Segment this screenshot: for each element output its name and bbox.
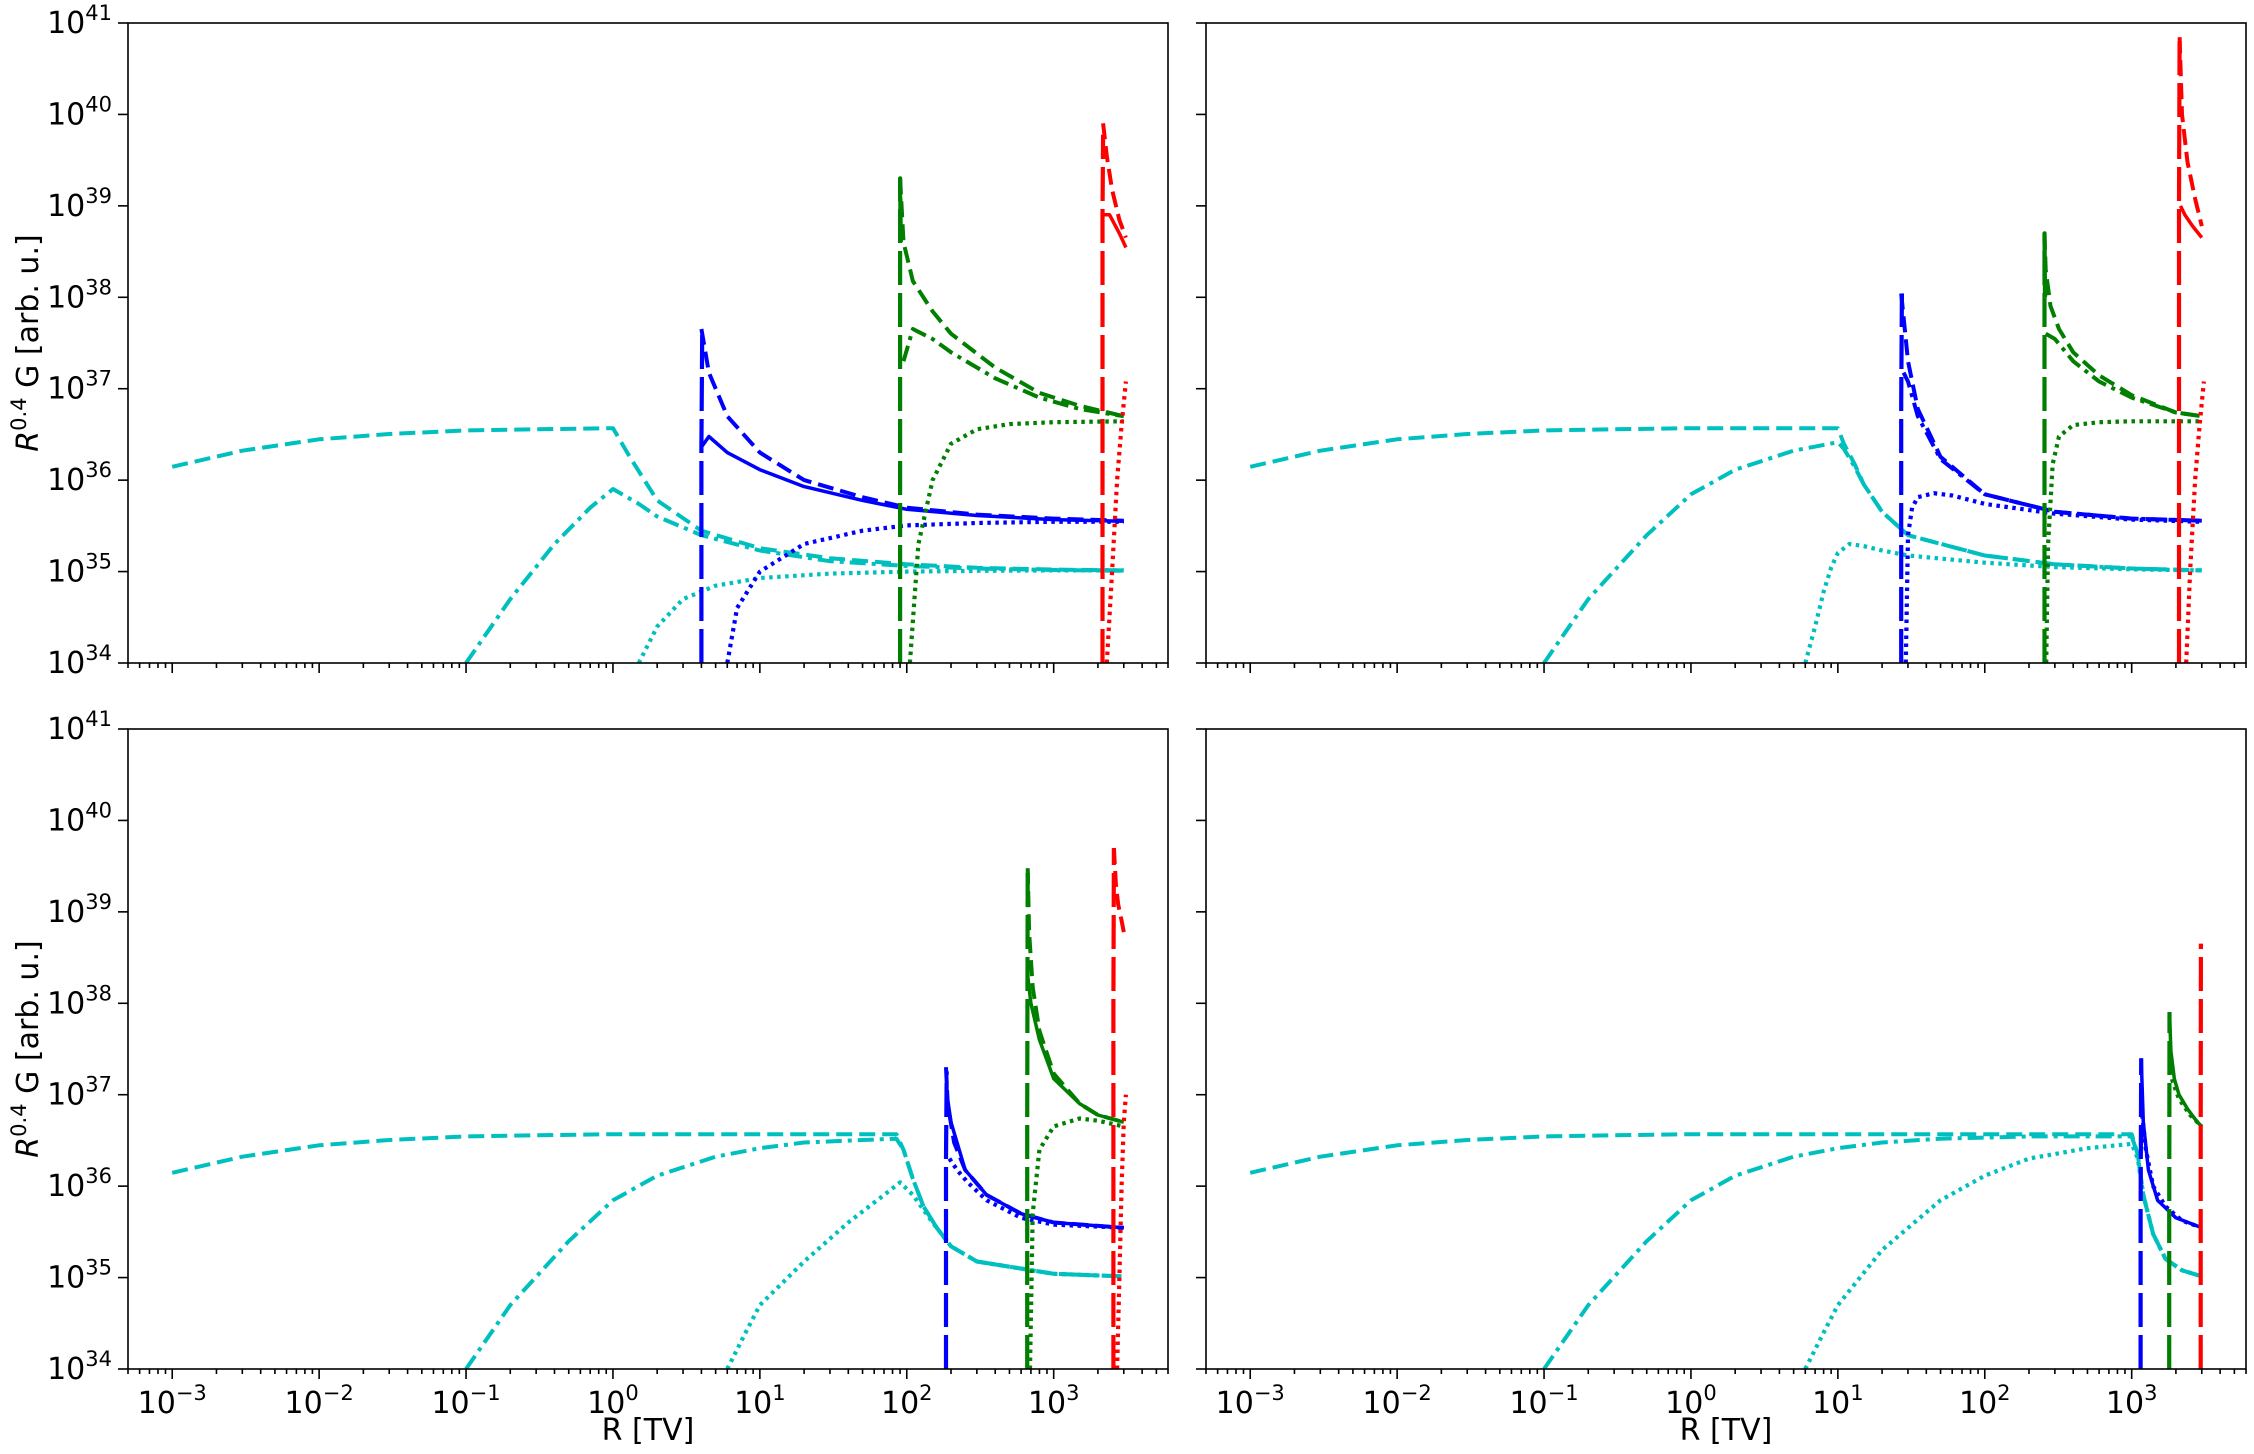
y-tick-label: 1040 (47, 92, 112, 132)
panel-top-right (1196, 22, 2247, 673)
series-line-red-solid (2178, 205, 2204, 239)
y-tick-label: 1039 (47, 184, 112, 224)
x-tick-label: 100 (587, 1381, 639, 1421)
x-tick-label: 10−1 (1509, 1381, 1578, 1421)
plot-frame (127, 728, 1169, 1370)
x-tick-label: 102 (881, 1381, 933, 1421)
y-tick-label: 1034 (47, 1347, 112, 1387)
panel-top-left: 1034 1035 1036 1037 1038 1039 1040 1041 R0.4 G … (7, 1, 1169, 681)
x-tick-label: 10−2 (1363, 1381, 1432, 1421)
series-line-cyan-dashed (171, 426, 1124, 573)
series-line-blue-solid (945, 1094, 1124, 1230)
series-line-green-dotted (907, 419, 1124, 663)
y-tick-label: 1040 (47, 798, 112, 838)
series-line-blue-long-dash (2138, 1058, 2144, 1369)
series-line-green-long-dash (1025, 868, 1030, 1369)
y-tick-label: 1036 (47, 458, 112, 498)
x-tick-label: 101 (1812, 1381, 1864, 1421)
series-line-cyan-dashed (1249, 426, 2202, 573)
series-line-green-dashed (898, 178, 1125, 419)
y-axis-label: R0.4 G [arb. u.] (7, 940, 46, 1157)
y-tick-label: 1035 (47, 550, 112, 590)
series-line-blue-dashed (1899, 293, 2202, 523)
series-line-blue-long-dash (1899, 293, 1904, 663)
series-line-blue-long-dash (699, 333, 705, 663)
series-line-cyan-dotted (636, 568, 1124, 663)
series-line-cyan-dashed (1249, 1132, 2203, 1279)
series-line-green-dash-dot (901, 327, 1125, 419)
series-line-blue-dotted (947, 1157, 1124, 1230)
series-line-blue-solid (699, 434, 1124, 524)
x-tick-label: 10−1 (431, 1381, 500, 1421)
y-tick-label: 1038 (47, 275, 112, 315)
x-axis-label: R [TV] (602, 1413, 695, 1448)
series-line-green-dotted (2044, 419, 2202, 663)
series-line-blue-dotted (1903, 491, 2202, 663)
series-line-red-dashed (1101, 123, 1128, 239)
x-tick-label: 100 (1665, 1381, 1717, 1421)
series-line-cyan-dashed (171, 1132, 1124, 1279)
y-tick-label: 1036 (47, 1164, 112, 1204)
x-tick-label: 10−3 (138, 1381, 207, 1421)
y-tick-label: 1041 (47, 707, 112, 747)
series-line-green-dash-dot (2044, 331, 2203, 419)
series-line-red-dashed (2177, 37, 2204, 227)
x-tick-label: 103 (1028, 1381, 1080, 1421)
series-line-green-long-dash (2042, 231, 2048, 663)
series-line-red-dashed (1111, 847, 1126, 933)
series-line-blue-dotted (2140, 1114, 2203, 1230)
y-tick-label: 1039 (47, 890, 112, 930)
x-axis-label: R [TV] (1680, 1413, 1773, 1448)
series-line-cyan-dotted (1803, 541, 2202, 663)
series-line-green-dashed (2042, 233, 2203, 419)
series-line-blue-long-dash (943, 1071, 949, 1369)
y-tick-label: 1034 (47, 641, 112, 681)
x-tick-label: 10−2 (285, 1381, 354, 1421)
series-line-blue-dotted (725, 519, 1124, 663)
y-tick-label: 1041 (47, 1, 112, 41)
x-tick-label: 101 (734, 1381, 786, 1421)
panel-bottom-left: 10−3 10−2 10−1 100 101 102 103 1034 1035 1036 1037… (7, 707, 1169, 1448)
y-tick-label: 1035 (47, 1256, 112, 1296)
series-line-red-dotted (1115, 1094, 1128, 1369)
series-line-cyan-dash-dot (1542, 440, 2202, 663)
series-line-red-long-dash (1100, 134, 1106, 663)
series-line-red-long-dash (2176, 37, 2182, 663)
series-line-cyan-dotted (1803, 1141, 2203, 1369)
y-tick-label: 1038 (47, 981, 112, 1021)
x-tick-label: 10−3 (1216, 1381, 1285, 1421)
series-line-green-dashed (1025, 868, 1125, 1125)
series-line-red-long-dash (1111, 847, 1117, 1369)
plot-frame (1205, 22, 2247, 664)
series-line-blue-dash-dot (1901, 371, 2202, 523)
y-axis-label: R0.4 G [arb. u.] (7, 234, 46, 451)
panel-bottom-right: 10−3 10−2 10−1 100 101 102 103 R [TV] (1196, 728, 2247, 1448)
series-line-blue-dashed (944, 1067, 1124, 1230)
series-line-cyan-dotted (725, 1180, 1124, 1369)
series-line-red-solid (1103, 212, 1128, 249)
series-line-green-long-dash (897, 176, 903, 663)
x-tick-label: 103 (2106, 1381, 2158, 1421)
x-tick-label: 102 (1959, 1381, 2011, 1421)
y-tick-label: 1037 (47, 1073, 112, 1113)
series-line-blue-dashed (699, 328, 1124, 523)
plot-frame (1205, 728, 2247, 1370)
plot-frame (127, 22, 1169, 664)
series-line-green-dotted (1027, 1116, 1125, 1369)
y-tick-label: 1037 (47, 367, 112, 407)
series-line-cyan-dash-dot (1542, 1134, 2203, 1369)
series-line-green-solid (1025, 975, 1125, 1124)
